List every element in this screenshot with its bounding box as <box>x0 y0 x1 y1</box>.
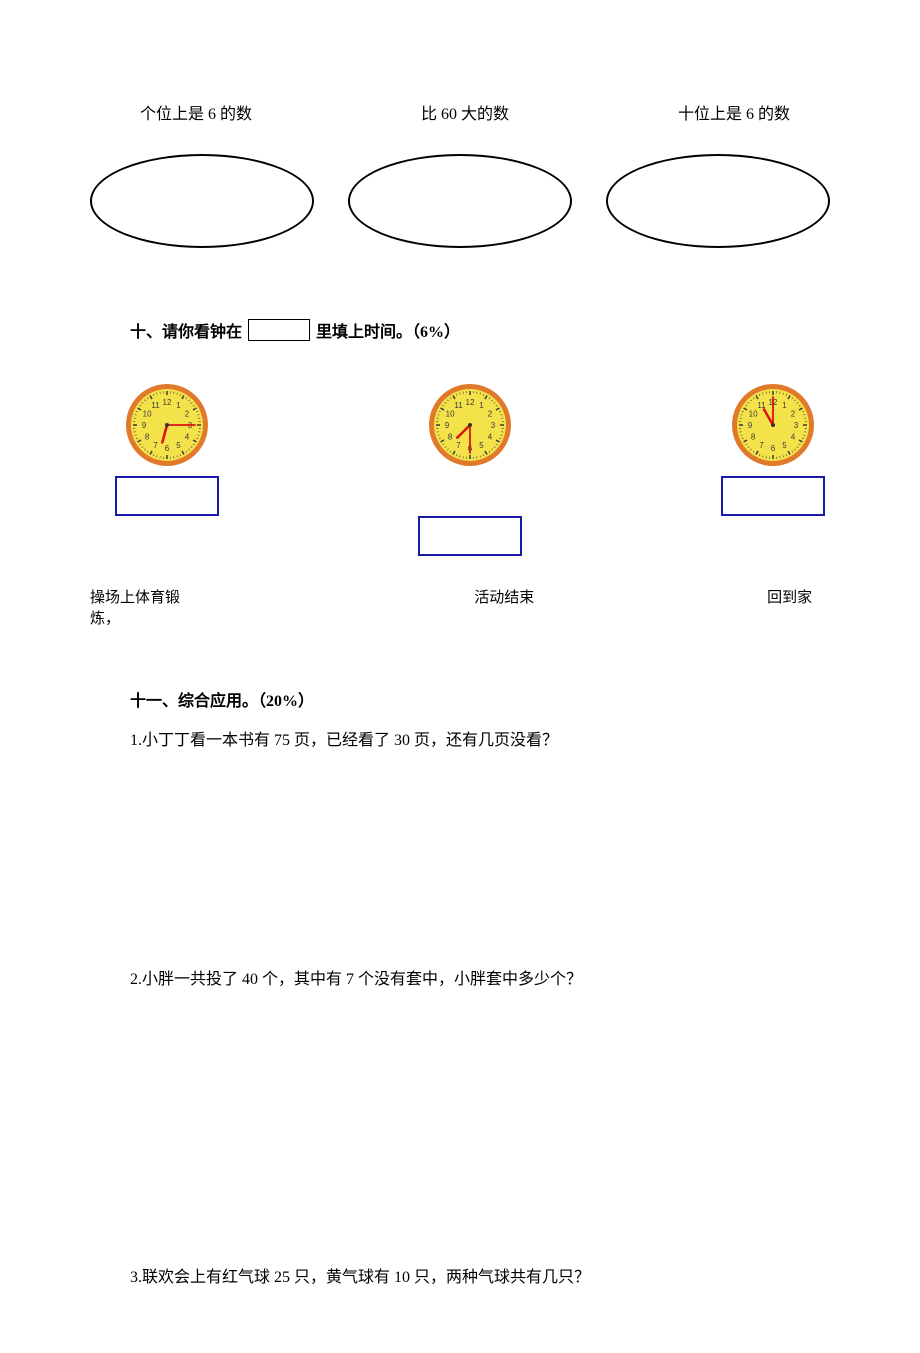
clock-1: 123456789101112 <box>124 382 210 468</box>
svg-text:3: 3 <box>491 421 496 430</box>
svg-text:6: 6 <box>771 444 776 453</box>
question-3: 3.联欢会上有红气球 25 只，黄气球有 10 只，两种气球共有几只？ <box>130 1264 830 1293</box>
svg-text:4: 4 <box>488 433 493 442</box>
svg-text:2: 2 <box>488 410 493 419</box>
section-10-suffix: 里填上时间。（6%） <box>316 318 460 342</box>
answer-box-1[interactable] <box>115 476 219 516</box>
svg-text:7: 7 <box>153 441 158 450</box>
ellipses-row <box>90 154 830 248</box>
clock-col-2: 123456789101112 <box>413 382 526 556</box>
label-ones-6: 个位上是 6 的数 <box>140 100 252 124</box>
ellipse-tens-6[interactable] <box>606 154 830 248</box>
svg-text:1: 1 <box>176 401 181 410</box>
caption-1: 操场上体育锻炼， <box>90 586 184 628</box>
svg-text:10: 10 <box>749 410 758 419</box>
classification-labels-row: 个位上是 6 的数 比 60 大的数 十位上是 6 的数 <box>90 100 830 124</box>
label-gt-60: 比 60 大的数 <box>421 100 509 124</box>
svg-text:4: 4 <box>184 433 189 442</box>
svg-text:4: 4 <box>791 433 796 442</box>
svg-text:8: 8 <box>751 433 756 442</box>
svg-text:1: 1 <box>783 401 788 410</box>
answer-box-2[interactable] <box>418 516 522 556</box>
clock-col-3: 123456789101112 <box>717 382 830 556</box>
svg-text:9: 9 <box>748 421 753 430</box>
svg-text:8: 8 <box>145 433 150 442</box>
svg-text:3: 3 <box>794 421 799 430</box>
section-10-prefix: 十、请你看钟在 <box>130 318 242 342</box>
svg-text:9: 9 <box>141 421 146 430</box>
section-11-title: 十一、综合应用。（20%） <box>130 688 830 717</box>
caption-3: 回到家 <box>767 586 830 628</box>
svg-text:7: 7 <box>456 441 461 450</box>
clock-captions-row: 操场上体育锻炼， 活动结束 回到家 <box>90 586 830 628</box>
ellipse-ones-6[interactable] <box>90 154 314 248</box>
question-1: 1.小丁丁看一本书有 75 页，已经看了 30 页，还有几页没看？ <box>130 727 830 756</box>
clock-2: 123456789101112 <box>427 382 513 468</box>
svg-text:12: 12 <box>466 398 475 407</box>
workspace-1[interactable] <box>90 756 830 956</box>
ellipse-gt-60[interactable] <box>348 154 572 248</box>
clock-col-1: 123456789101112 <box>110 382 223 556</box>
question-2: 2.小胖一共投了 40 个，其中有 7 个没有套中，小胖套中多少个？ <box>130 966 830 995</box>
svg-text:11: 11 <box>151 401 160 410</box>
clocks-row: 123456789101112 123456789101112 12345678… <box>90 382 830 556</box>
svg-text:10: 10 <box>446 410 455 419</box>
clock-3: 123456789101112 <box>730 382 816 468</box>
worksheet-page: 个位上是 6 的数 比 60 大的数 十位上是 6 的数 十、请你看钟在 里填上… <box>0 0 920 1353</box>
workspace-2[interactable] <box>90 994 830 1254</box>
svg-text:6: 6 <box>164 444 169 453</box>
svg-text:2: 2 <box>791 410 796 419</box>
caption-2: 活动结束 <box>474 586 537 628</box>
svg-text:5: 5 <box>176 441 181 450</box>
answer-box-3[interactable] <box>721 476 825 516</box>
svg-text:11: 11 <box>454 401 463 410</box>
section-10-title: 十、请你看钟在 里填上时间。（6%） <box>130 318 830 342</box>
label-tens-6: 十位上是 6 的数 <box>678 100 790 124</box>
svg-text:1: 1 <box>479 401 484 410</box>
svg-text:5: 5 <box>479 441 484 450</box>
svg-text:12: 12 <box>162 398 171 407</box>
blank-box-icon <box>248 319 310 341</box>
svg-text:7: 7 <box>760 441 765 450</box>
svg-text:5: 5 <box>783 441 788 450</box>
svg-text:10: 10 <box>142 410 151 419</box>
svg-text:8: 8 <box>448 433 453 442</box>
svg-text:2: 2 <box>184 410 189 419</box>
svg-text:9: 9 <box>445 421 450 430</box>
